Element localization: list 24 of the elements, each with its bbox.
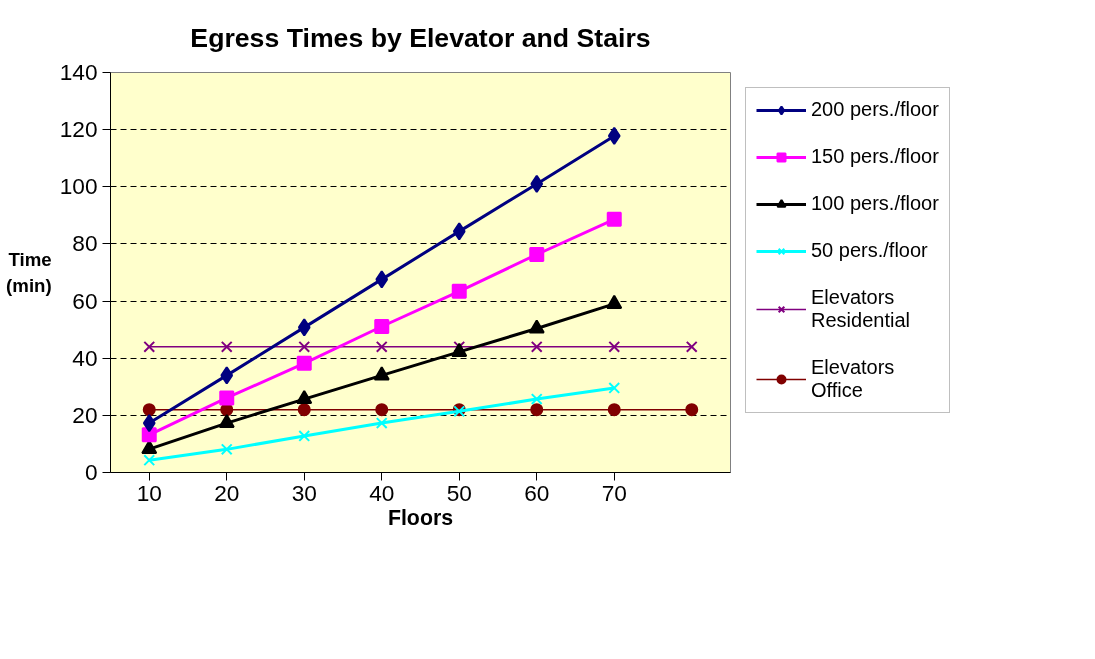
x-tick-label: 20	[214, 479, 240, 506]
legend-label: 150 pers./floor	[811, 145, 939, 168]
legend-label: 100 pers./floor	[811, 192, 939, 215]
chart-title: Egress Times by Elevator and Stairs	[190, 22, 651, 53]
y-tick-label: 100	[59, 173, 98, 200]
y-tick-label: 40	[72, 344, 98, 371]
legend-label: 200 pers./floor	[811, 98, 939, 121]
x-tick-label: 70	[601, 479, 627, 506]
x-tick-label: 50	[446, 479, 472, 506]
legend-label: Elevators Residential	[811, 286, 910, 332]
y-tick-label: 120	[59, 116, 98, 143]
y-tick-label: 60	[72, 287, 98, 314]
y-tick-label: 140	[59, 59, 98, 85]
y-axis-title: Time (min)	[6, 249, 52, 296]
legend-label: Elevators Office	[811, 356, 895, 402]
x-tick-label: 60	[524, 479, 550, 506]
y-tick-label: 0	[84, 459, 98, 485]
y-tick-label: 20	[72, 401, 98, 428]
y-tick-label: 80	[72, 230, 98, 257]
legend-label: 50 pers./floor	[811, 239, 928, 262]
x-tick-label: 40	[369, 479, 395, 506]
x-tick-label: 10	[136, 479, 162, 506]
x-tick-label: 30	[291, 479, 317, 506]
x-axis-title: Floors	[387, 505, 454, 530]
